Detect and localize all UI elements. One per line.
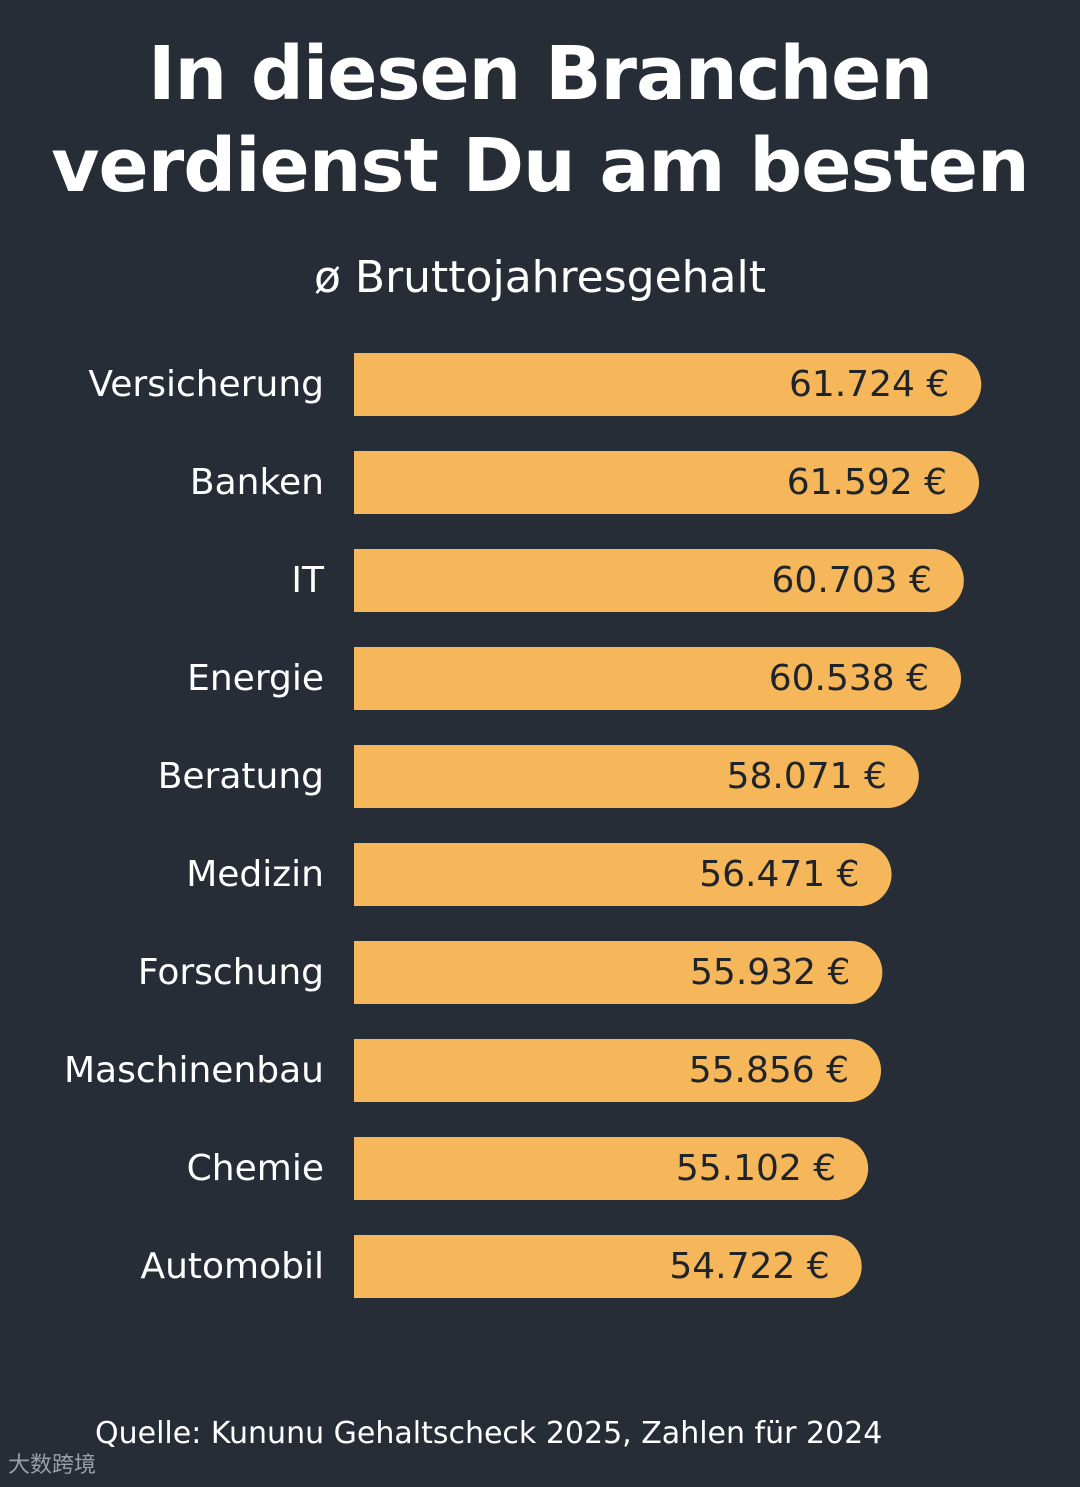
bar (354, 843, 892, 906)
bar (354, 647, 962, 710)
value-label: 58.071 € (727, 756, 887, 797)
category-label: Medizin (186, 854, 324, 895)
bar-group: Versicherung 61.724 € (88, 353, 982, 416)
value-label: 60.538 € (769, 658, 929, 699)
category-label: Chemie (187, 1148, 324, 1189)
value-label: 61.724 € (789, 364, 949, 405)
value-label: 56.471 € (699, 854, 859, 895)
bar (354, 451, 980, 514)
bar (354, 745, 919, 808)
category-label: Forschung (138, 952, 324, 993)
chart-title-line-1: In diesen Branchen (147, 31, 933, 117)
category-label: Maschinenbau (64, 1050, 324, 1091)
bar (354, 1039, 882, 1102)
bar (354, 941, 883, 1004)
bar (354, 549, 964, 612)
category-label: Versicherung (88, 364, 324, 405)
value-label: 60.703 € (772, 560, 932, 601)
bar-group: Chemie 55.102 € (187, 1137, 869, 1200)
bar (354, 1137, 869, 1200)
value-label: 55.856 € (689, 1050, 849, 1091)
bar-group: Forschung 55.932 € (138, 941, 883, 1004)
bar-group: Maschinenbau 55.856 € (64, 1039, 882, 1102)
category-label: Energie (187, 658, 324, 699)
bar (354, 353, 982, 416)
bar-group: Beratung 58.071 € (158, 745, 919, 808)
bar-group: Banken 61.592 € (190, 451, 980, 514)
chart-title-line-2: verdienst Du am besten (51, 123, 1029, 209)
bar-group: Medizin 56.471 € (186, 843, 892, 906)
bar-group: IT 60.703 € (291, 549, 964, 612)
source-note: Quelle: Kununu Gehaltscheck 2025, Zahlen… (95, 1416, 883, 1451)
value-label: 61.592 € (787, 462, 947, 503)
bar-group: Automobil 54.722 € (140, 1235, 862, 1298)
bar-group: Energie 60.538 € (187, 647, 962, 710)
value-label: 55.932 € (690, 952, 850, 993)
watermark: 大数跨境 (8, 1453, 97, 1478)
category-label: IT (291, 560, 325, 601)
category-label: Banken (190, 462, 324, 503)
value-label: 55.102 € (676, 1148, 836, 1189)
value-label: 54.722 € (669, 1246, 829, 1287)
category-label: Beratung (158, 756, 324, 797)
chart-subtitle: ø Bruttojahresgehalt (313, 252, 766, 303)
bar (354, 1235, 862, 1298)
chart-title: In diesen Branchen verdienst Du am beste… (0, 28, 1080, 212)
category-label: Automobil (140, 1246, 324, 1287)
